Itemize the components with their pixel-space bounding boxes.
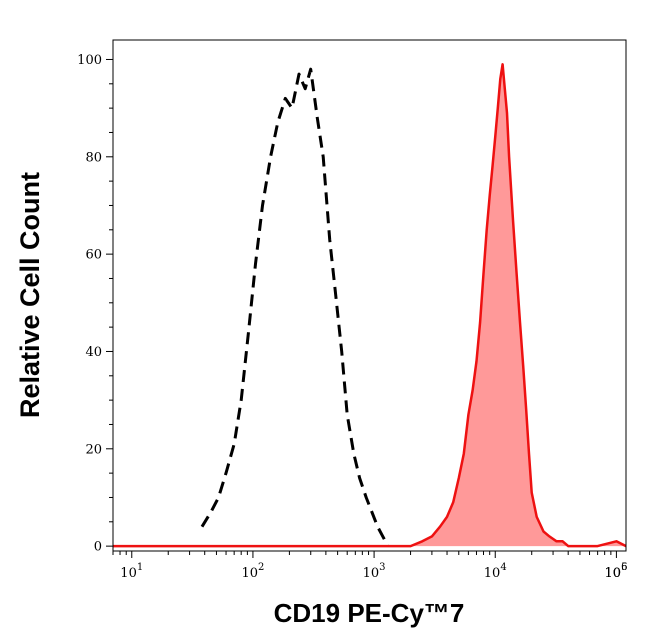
y-tick-label: 60: [85, 248, 102, 263]
series-1-line: [113, 63, 627, 548]
plot-layer: [113, 63, 627, 548]
series-1-area: [113, 64, 626, 547]
y-axis-ticks: 0 20 40 60 80 100: [77, 53, 113, 555]
y-tick-label: 100: [77, 53, 102, 68]
y-tick-label: 20: [85, 442, 102, 457]
x-axis-title: CD19 PE-Cy™7: [274, 598, 465, 628]
plot-frame: [112, 39, 627, 552]
y-tick-label: 40: [85, 345, 102, 360]
x-tick-label: 101: [120, 562, 143, 581]
y-axis-title: Relative Cell Count: [15, 172, 45, 418]
x-tick-label: 106: [605, 562, 628, 581]
x-tick-label: 105: [605, 562, 628, 581]
x-tick-label: 103: [363, 562, 386, 581]
x-tick-label: 102: [241, 562, 264, 581]
y-tick-label: 0: [94, 540, 102, 555]
x-tick-label: 104: [484, 562, 507, 581]
series-0-line: [200, 67, 390, 547]
y-tick-label: 80: [85, 150, 102, 165]
